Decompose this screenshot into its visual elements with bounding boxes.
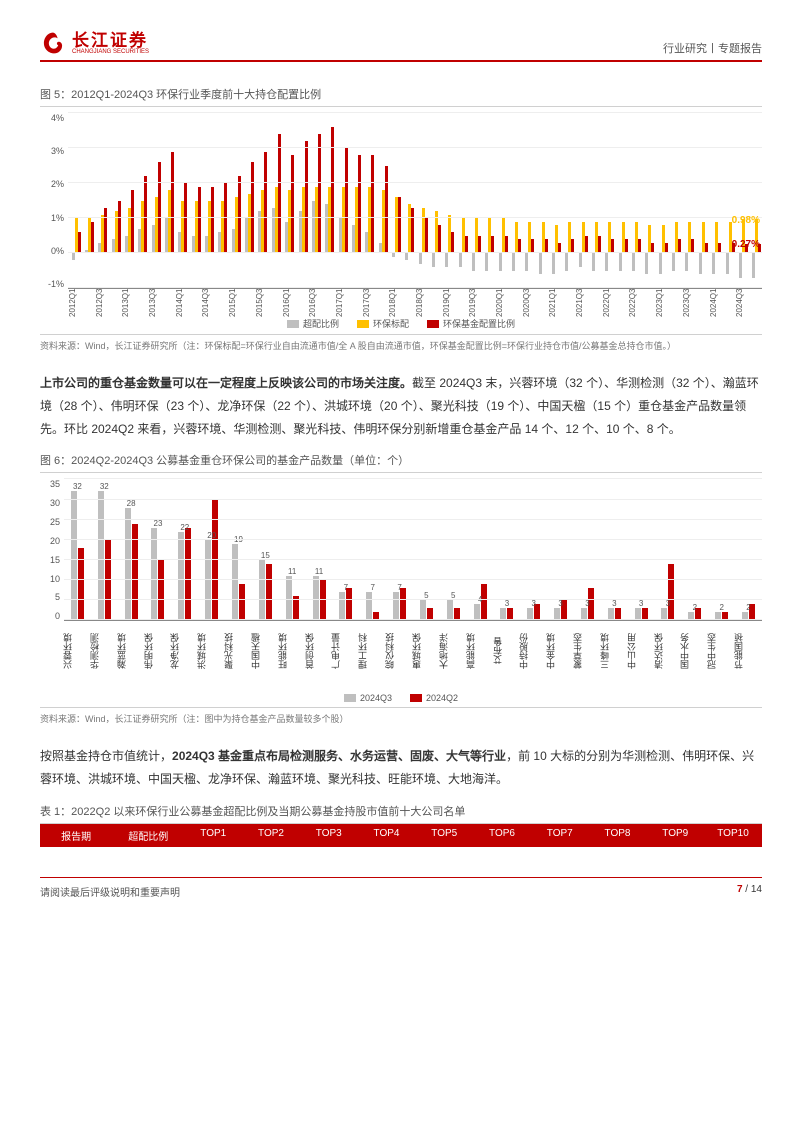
paragraph-1: 上市公司的重仓基金数量可以在一定程度上反映该公司的市场关注度。截至 2024Q3… [40,372,762,440]
paragraph-2: 按照基金持仓市值统计，2024Q3 基金重点布局检测服务、水务运营、固废、大气等… [40,745,762,791]
chart1-source: 资料来源：Wind，长江证券研究所（注：环保标配=环保行业自由流通市值/全 A … [40,334,762,352]
table-header-row: 报告期超配比例TOP1TOP2TOP3TOP4TOP5TOP6TOP7TOP8T… [40,824,762,847]
chart1-title: 图 5：2012Q1-2024Q3 环保行业季度前十大持仓配置比例 [40,86,762,107]
chart1: 4%3%2%1%0%-1% 0.98%0.27% 2012Q12012Q3201… [40,113,762,313]
table-title: 表 1：2022Q2 以来环保行业公募基金超配比例及当期公募基金持股市值前十大公… [40,803,762,824]
page-footer: 请阅读最后评级说明和重要声明 7 / 14 [40,877,762,899]
chart2-xaxis: 兴蓉环境华测检测瀚蓝环境伟明环保龙净环保洪城环境聚光科技中国天楹旺能环境首创环保… [64,621,762,689]
logo: 长江证券 CHANGJIANG SECURITIES [40,30,149,56]
chart2: 35302520151050 3232282322201915111177755… [40,479,762,689]
chart2-yaxis: 35302520151050 [40,479,64,621]
chart1-yaxis: 4%3%2%1%0%-1% [40,113,68,289]
footer-disclaimer: 请阅读最后评级说明和重要声明 [40,884,180,899]
logo-cn: 长江证券 [72,32,149,49]
chart1-xaxis: 2012Q12012Q32013Q12013Q32014Q12014Q32015… [68,289,762,313]
chart2-source: 资料来源：Wind，长江证券研究所（注：图中为持仓基金产品数量较多个股） [40,707,762,725]
para2-pre: 按照基金持仓市值统计， [40,749,172,763]
chart1-plot: 0.98%0.27% [68,113,762,289]
header-category: 行业研究丨专题报告 [663,40,762,56]
logo-icon [40,30,66,56]
logo-en: CHANGJIANG SECURITIES [72,49,149,55]
chart2-legend: 2024Q32024Q2 [40,693,762,703]
para1-bold: 上市公司的重仓基金数量可以在一定程度上反映该公司的市场关注度。 [40,376,412,390]
chart2-title: 图 6：2024Q2-2024Q3 公募基金重仓环保公司的基金产品数量（单位：个… [40,452,762,473]
page-header: 长江证券 CHANGJIANG SECURITIES 行业研究丨专题报告 [40,30,762,62]
para2-bold: 2024Q3 基金重点布局检测服务、水务运营、固废、大气等行业 [172,749,506,763]
page-number: 7 / 14 [737,884,762,899]
chart2-plot: 323228232220191511117775543333333222 [64,479,762,621]
